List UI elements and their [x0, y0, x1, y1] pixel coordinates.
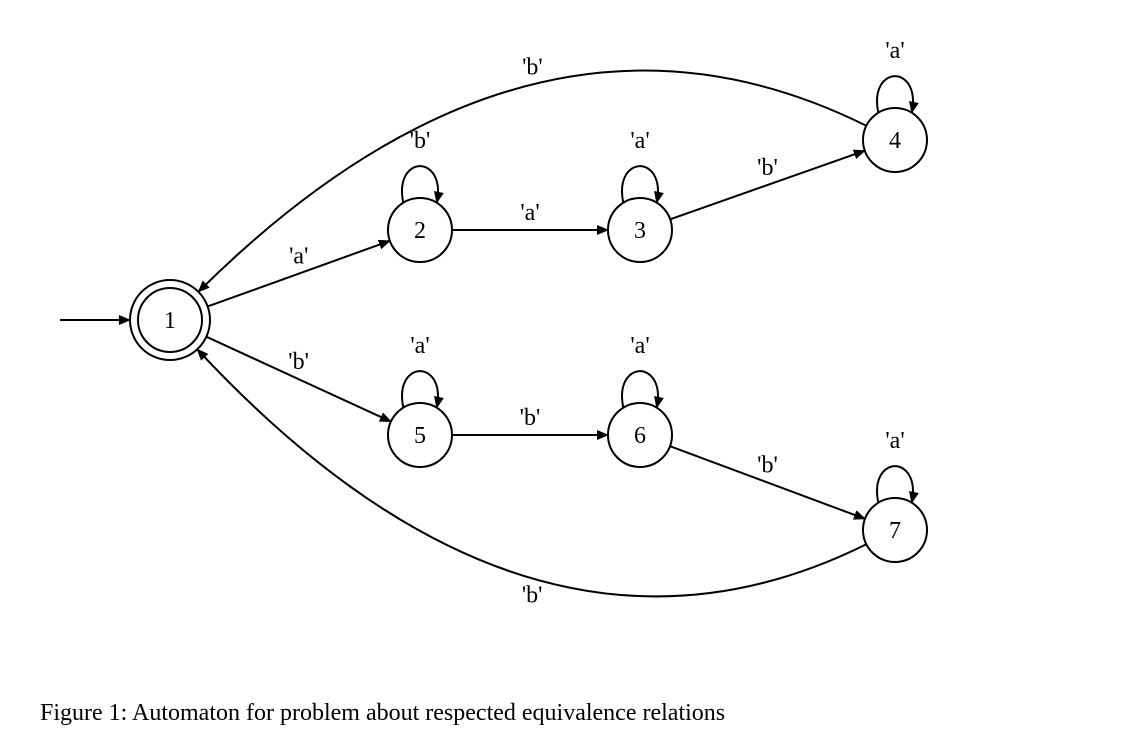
edge-label: 'b' [522, 54, 543, 80]
edge-label: 'b' [522, 582, 543, 608]
state-label: 5 [414, 423, 426, 449]
figure-caption: Figure 1: Automaton for problem about re… [40, 700, 725, 727]
edge-label: 'b' [410, 128, 431, 154]
state-label: 1 [164, 308, 176, 334]
edge-label: 'b' [288, 349, 309, 375]
edge-label: 'a' [289, 244, 308, 270]
automaton-diagram: 'a' 'b' 'b' 'a' 'a' 'b' 'a' 'b' 'a' 'b' 'a' 'b' 'a' '… [0, 0, 1140, 660]
edge-label: 'a' [520, 200, 539, 226]
figure-container: 'a' 'b' 'b' 'a' 'a' 'b' 'a' 'b' 'a' 'b' 'a' 'b' 'a' '… [0, 0, 1140, 748]
edge-label: 'a' [885, 428, 904, 454]
state-label: 7 [889, 518, 901, 544]
edge-label: 'a' [885, 38, 904, 64]
edge-label: 'a' [410, 333, 429, 359]
state-label: 3 [634, 218, 646, 244]
state-label: 4 [889, 128, 901, 154]
edge-label: 'b' [757, 453, 778, 479]
edge-label: 'a' [630, 128, 649, 154]
state-label: 2 [414, 218, 426, 244]
edge-label: 'b' [757, 155, 778, 181]
edge-label: 'b' [520, 405, 541, 431]
state-label: 6 [634, 423, 646, 449]
edge-label: 'a' [630, 333, 649, 359]
